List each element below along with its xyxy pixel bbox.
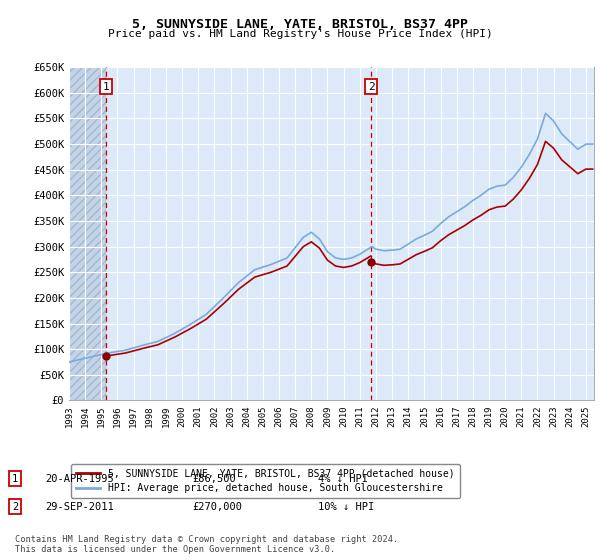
Text: 2: 2 bbox=[12, 502, 18, 512]
Bar bbox=[69, 67, 106, 400]
Legend: 5, SUNNYSIDE LANE, YATE, BRISTOL, BS37 4PP (detached house), HPI: Average price,: 5, SUNNYSIDE LANE, YATE, BRISTOL, BS37 4… bbox=[71, 464, 460, 498]
Text: 10% ↓ HPI: 10% ↓ HPI bbox=[318, 502, 374, 512]
Text: Price paid vs. HM Land Registry's House Price Index (HPI): Price paid vs. HM Land Registry's House … bbox=[107, 29, 493, 39]
Text: 20-APR-1995: 20-APR-1995 bbox=[45, 474, 114, 484]
Text: 5, SUNNYSIDE LANE, YATE, BRISTOL, BS37 4PP: 5, SUNNYSIDE LANE, YATE, BRISTOL, BS37 4… bbox=[132, 18, 468, 31]
Text: 1: 1 bbox=[103, 82, 109, 92]
Text: Contains HM Land Registry data © Crown copyright and database right 2024.
This d: Contains HM Land Registry data © Crown c… bbox=[15, 535, 398, 554]
Text: 1: 1 bbox=[12, 474, 18, 484]
Text: 4% ↓ HPI: 4% ↓ HPI bbox=[318, 474, 368, 484]
Text: 29-SEP-2011: 29-SEP-2011 bbox=[45, 502, 114, 512]
Text: 2: 2 bbox=[368, 82, 374, 92]
Text: £270,000: £270,000 bbox=[192, 502, 242, 512]
Text: £86,500: £86,500 bbox=[192, 474, 236, 484]
